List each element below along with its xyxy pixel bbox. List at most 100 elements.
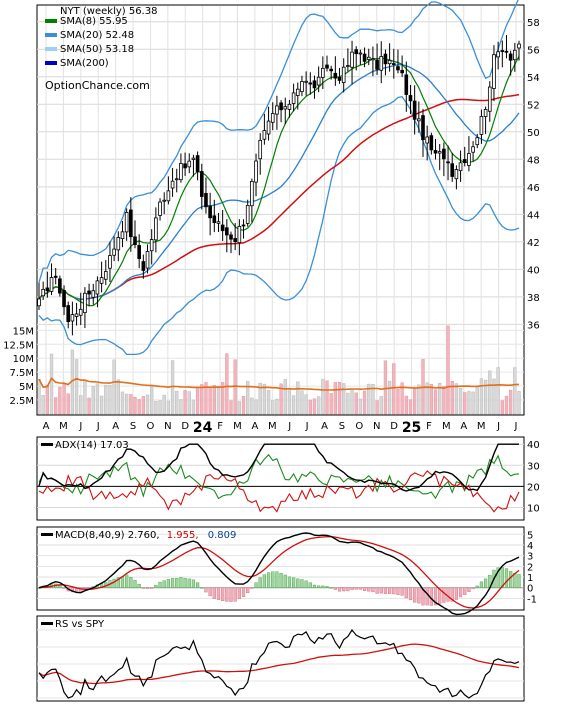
volume-bar [429,383,434,415]
volume-bar [150,386,154,415]
volume-bar [112,359,116,415]
candle-body [462,159,467,163]
macd-tick-label: 4 [527,541,533,552]
macd-histogram-bar [454,587,458,600]
candle-body [479,116,484,135]
candle-body [433,150,438,154]
macd-histogram-bar [325,586,329,588]
candle-body [41,288,45,297]
macd-histogram-bar [375,587,379,594]
macd-lines [38,532,520,616]
macd-histogram-bar [283,574,287,588]
volume-bar [195,387,200,415]
macd-histogram-bar [150,587,154,589]
volume-bar [74,359,79,415]
legend-swatch-sma50 [45,47,57,51]
macd-histogram-bar [404,587,408,599]
candle-body [446,161,450,164]
volume-bar [387,380,392,415]
volume-bar [41,395,45,415]
price-tick-label: 54 [527,73,540,84]
month-label: D [181,421,189,432]
volume-bar [296,381,300,415]
macd-histogram-bar [162,580,166,588]
price-tick-label: 40 [527,265,540,276]
macd-histogram-bar [208,587,212,597]
volume-bar [458,388,463,415]
candle-body [379,56,384,71]
month-label: J [514,421,518,432]
candle-body [141,261,146,271]
price-tick-label: 52 [527,100,540,111]
candle-body [458,162,463,172]
volume-bar [237,401,242,415]
macd-histogram-bar [275,571,279,588]
volume-bar [212,385,216,415]
candle-body [78,308,83,316]
candle-body [170,180,175,189]
macd-histogram-bar [471,587,475,590]
macd-histogram-bar [221,587,225,602]
volume-bar [291,395,296,415]
month-label: M [233,421,242,432]
volume-bar [287,388,292,415]
month-label: M [442,421,451,432]
macd-tick-label: -1 [527,594,537,605]
candle-body [245,205,250,224]
volume-bar [104,385,108,415]
volume-bar [58,386,62,415]
macd-title-main: MACD(8,40,9) 2.760, [55,530,160,541]
volume-bar [433,389,438,415]
volume-bar [83,379,87,415]
price-overlays [38,0,520,356]
volume-bar [508,389,513,415]
macd-histogram-bar [254,582,258,588]
price-y-axis: 36 38 40 42 44 46 48 50 52 54 56 58 [527,18,540,332]
candle-body [391,63,396,65]
candle-body [199,171,204,197]
candle-body [408,95,413,102]
macd-histogram-bar [292,577,296,588]
candle-body [53,275,58,278]
macd-tick-label: 0 [527,584,533,595]
volume-tick-label: 5M [19,382,34,393]
volume-bar [483,379,488,415]
candle-body [183,163,187,169]
macd-histogram-bar [187,578,191,588]
volume-y-axis: 15M 12.5M 10M 7.5M 5M 2.5M [3,326,34,407]
sma8-line [38,56,520,307]
volume-bar [99,395,104,415]
candle-body [133,236,137,245]
volume-bar [325,380,329,415]
macd-histogram-bar [62,587,66,589]
price-title: NYT (weekly) 56.38 [60,6,157,17]
volume-bar [371,384,375,415]
volume-bar [316,396,321,415]
volume-bar [471,391,475,415]
volume-tick-label: 10M [13,354,34,365]
month-label: J [287,421,291,432]
rs-legend-swatch [41,622,53,625]
candle-body [341,66,346,83]
macd-histogram-bar [400,587,404,596]
macd-histogram-bar [463,587,467,595]
candle-body [371,58,375,61]
candle-body [279,102,283,111]
volume-bar [225,353,229,415]
adx-y-axis: 10 20 30 40 [527,440,540,514]
legend-sma50: SMA(50) 53.18 [60,44,134,55]
candle-body [187,160,192,168]
candle-body [95,280,100,295]
legend-sma200: SMA(200) [60,58,109,69]
macd-histogram-bar [504,568,509,588]
adx-tick-label: 20 [527,482,540,493]
candle-body [500,50,505,52]
volume-bar [241,396,246,415]
volume-bar [154,401,158,415]
month-label: J [78,421,82,432]
macd-histogram-bar [58,585,62,588]
volume-bar [108,385,112,415]
macd-histogram-bar [112,578,116,588]
month-label: N [164,421,171,432]
